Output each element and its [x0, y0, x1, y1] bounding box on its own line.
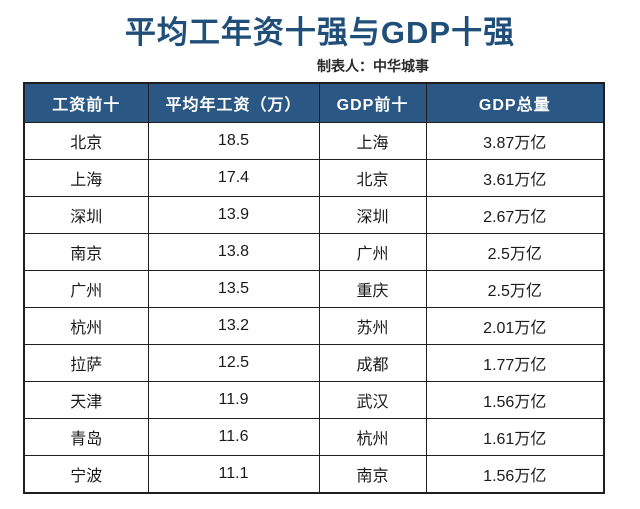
- gdp-city-cell: 武汉: [318, 381, 427, 419]
- gdp-city-cell: 北京: [318, 159, 427, 197]
- gdp-value-cell: 3.61万亿: [425, 159, 605, 197]
- gdp-city-cell: 南京: [318, 455, 427, 494]
- gdp-value-cell: 1.77万亿: [425, 344, 605, 382]
- page-title: 平均工年资十强与GDP十强: [124, 15, 516, 50]
- table-row: 北京 18.5 上海 3.87万亿: [23, 122, 605, 160]
- gdp-city-cell: 重庆: [318, 270, 427, 308]
- salary-value-cell: 13.2: [147, 307, 320, 345]
- salary-city-cell: 上海: [23, 159, 149, 197]
- gdp-value-cell: 1.56万亿: [425, 381, 605, 419]
- salary-value-cell: 13.9: [147, 196, 320, 234]
- header-avg-salary: 平均年工资（万）: [147, 82, 320, 123]
- salary-city-cell: 拉萨: [23, 344, 149, 382]
- gdp-city-cell: 杭州: [318, 418, 427, 456]
- table-row: 广州 13.5 重庆 2.5万亿: [23, 270, 605, 308]
- salary-value-cell: 11.1: [147, 455, 320, 494]
- table-row: 杭州 13.2 苏州 2.01万亿: [23, 307, 605, 345]
- table-row: 上海 17.4 北京 3.61万亿: [23, 159, 605, 197]
- salary-value-cell: 18.5: [147, 122, 320, 160]
- gdp-value-cell: 2.5万亿: [425, 233, 605, 271]
- salary-city-cell: 广州: [23, 270, 149, 308]
- table-row: 宁波 11.1 南京 1.56万亿: [23, 455, 605, 494]
- table-header-row: 工资前十 平均年工资（万） GDP前十 GDP总量: [23, 82, 605, 123]
- salary-value-cell: 11.9: [147, 381, 320, 419]
- salary-city-cell: 宁波: [23, 455, 149, 494]
- gdp-value-cell: 3.87万亿: [425, 122, 605, 160]
- gdp-city-cell: 广州: [318, 233, 427, 271]
- header-salary-rank: 工资前十: [23, 82, 149, 123]
- table-row: 拉萨 12.5 成都 1.77万亿: [23, 344, 605, 382]
- salary-city-cell: 杭州: [23, 307, 149, 345]
- gdp-city-cell: 苏州: [318, 307, 427, 345]
- gdp-city-cell: 成都: [318, 344, 427, 382]
- credit-line: 制表人：中华城事: [317, 58, 429, 74]
- gdp-city-cell: 上海: [318, 122, 427, 160]
- header-gdp-total: GDP总量: [425, 82, 605, 123]
- gdp-value-cell: 1.61万亿: [425, 418, 605, 456]
- gdp-value-cell: 2.5万亿: [425, 270, 605, 308]
- salary-city-cell: 北京: [23, 122, 149, 160]
- salary-value-cell: 12.5: [147, 344, 320, 382]
- gdp-value-cell: 2.01万亿: [425, 307, 605, 345]
- salary-gdp-table: 工资前十 平均年工资（万） GDP前十 GDP总量 北京 18.5 上海 3.8…: [23, 82, 605, 494]
- table-row: 青岛 11.6 杭州 1.61万亿: [23, 418, 605, 456]
- salary-value-cell: 13.5: [147, 270, 320, 308]
- table-row: 深圳 13.9 深圳 2.67万亿: [23, 196, 605, 234]
- salary-city-cell: 天津: [23, 381, 149, 419]
- table-row: 天津 11.9 武汉 1.56万亿: [23, 381, 605, 419]
- salary-city-cell: 南京: [23, 233, 149, 271]
- gdp-value-cell: 1.56万亿: [425, 455, 605, 494]
- salary-value-cell: 11.6: [147, 418, 320, 456]
- header-gdp-rank: GDP前十: [318, 82, 427, 123]
- salary-value-cell: 13.8: [147, 233, 320, 271]
- gdp-city-cell: 深圳: [318, 196, 427, 234]
- gdp-value-cell: 2.67万亿: [425, 196, 605, 234]
- table-row: 南京 13.8 广州 2.5万亿: [23, 233, 605, 271]
- salary-city-cell: 深圳: [23, 196, 149, 234]
- salary-value-cell: 17.4: [147, 159, 320, 197]
- salary-city-cell: 青岛: [23, 418, 149, 456]
